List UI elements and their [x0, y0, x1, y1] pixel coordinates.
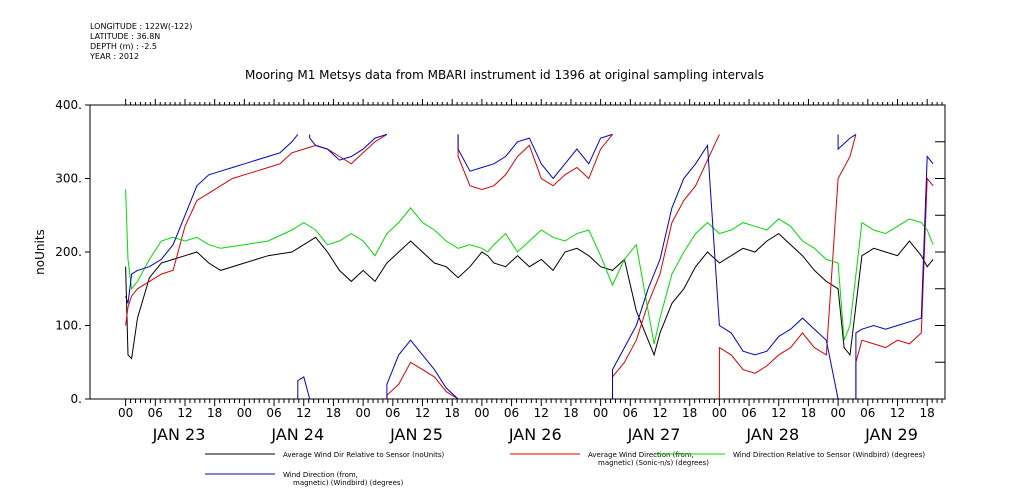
x-tick-label: 18	[207, 406, 222, 420]
x-tick-label: 18	[563, 406, 578, 420]
series-line-1	[125, 133, 934, 400]
legend-label: Wind Direction Relative to Sensor (Windb…	[733, 451, 925, 459]
meta-longitude: LONGITUDE : 122W(-122)	[90, 22, 193, 31]
x-tick-label: 00	[830, 406, 845, 420]
x-tick-label: 00	[474, 406, 489, 420]
legend-label: Wind Direction (from,	[283, 471, 358, 479]
meta-latitude: LATITUDE : 36.8N	[90, 32, 161, 41]
y-tick-label: 400.	[55, 98, 82, 112]
x-tick-label: 12	[771, 406, 786, 420]
x-tick-label: 06	[623, 406, 638, 420]
date-label: JAN 27	[627, 425, 681, 444]
y-tick-label: 200.	[55, 245, 82, 259]
x-tick-label: 12	[890, 406, 905, 420]
x-tick-label: 18	[326, 406, 341, 420]
x-tick-label: 18	[801, 406, 816, 420]
date-label: JAN 25	[389, 425, 443, 444]
chart-title: Mooring M1 Metsys data from MBARI instru…	[245, 68, 764, 82]
y-tick-label: 0.	[71, 392, 82, 406]
series-line-2	[125, 189, 934, 345]
x-tick-label: 12	[415, 406, 430, 420]
x-tick-label: 12	[296, 406, 311, 420]
legend-label: Average Wind Dir Relative to Sensor (noU…	[283, 451, 444, 459]
x-tick-label: 06	[741, 406, 756, 420]
date-label: JAN 23	[152, 425, 206, 444]
legend-label-line2: magnetic) (Windbird) (degrees)	[293, 479, 404, 487]
date-label: JAN 26	[508, 425, 562, 444]
x-tick-label: 00	[712, 406, 727, 420]
x-tick-label: 06	[504, 406, 519, 420]
x-tick-label: 18	[445, 406, 460, 420]
series-line-3	[125, 133, 934, 400]
x-tick-label: 12	[652, 406, 667, 420]
legend-label: Average Wind Direction (from,	[588, 451, 694, 459]
x-tick-label: 00	[118, 406, 133, 420]
x-tick-label: 12	[177, 406, 192, 420]
x-tick-label: 06	[266, 406, 281, 420]
metadata-block: LONGITUDE : 122W(-122) LATITUDE : 36.8N …	[90, 22, 192, 62]
x-tick-label: 00	[355, 406, 370, 420]
meta-year: YEAR : 2012	[90, 52, 140, 61]
date-label: JAN 28	[745, 425, 799, 444]
x-tick-label: 06	[148, 406, 163, 420]
legend-label-line2: magnetic) (Sonic-n/s) (degrees)	[598, 459, 709, 467]
x-tick-label: 12	[534, 406, 549, 420]
y-axis-label: noUnits	[33, 229, 47, 275]
y-tick-label: 300.	[55, 172, 82, 186]
date-label: JAN 24	[270, 425, 324, 444]
date-label: JAN 29	[864, 425, 918, 444]
meta-depth: DEPTH (m) : -2.5	[90, 42, 157, 51]
x-tick-label: 06	[385, 406, 400, 420]
x-tick-label: 06	[860, 406, 875, 420]
x-tick-label: 18	[682, 406, 697, 420]
x-tick-label: 18	[920, 406, 935, 420]
series-line-0	[125, 232, 934, 360]
y-tick-label: 100.	[55, 319, 82, 333]
x-tick-label: 00	[593, 406, 608, 420]
x-tick-label: 00	[237, 406, 252, 420]
